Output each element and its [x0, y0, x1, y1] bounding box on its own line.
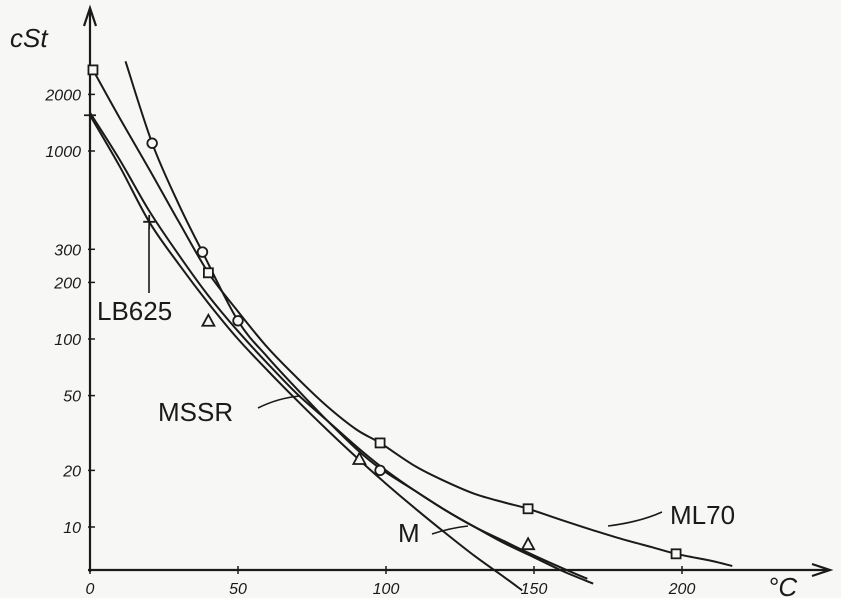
series-line-ml70	[92, 69, 733, 567]
x-tick-label-100: 100	[373, 581, 400, 598]
data-point-m-2	[232, 315, 244, 327]
data-point-ml70-4	[670, 548, 682, 560]
y-tick-label-1000: 1000	[45, 144, 81, 161]
data-point-ml70-2	[374, 437, 386, 449]
y-tick-label-20: 20	[62, 463, 81, 480]
x-tick-label-50: 50	[229, 581, 247, 598]
markers	[84, 64, 682, 560]
x-tick-label-150: 150	[521, 581, 548, 598]
series-line-lb625	[89, 114, 523, 592]
label-leaders	[148, 228, 663, 535]
data-point-ml70-1	[202, 267, 214, 279]
series-label-mssr: MSSR	[158, 397, 233, 427]
data-point-ml70-0	[87, 64, 99, 76]
ticks: 10 20 50 100 200 300 1000 2000 0 50 100 150 200	[44, 87, 695, 598]
series-label-m: M	[398, 518, 420, 548]
data-point-lb625-0	[84, 108, 96, 123]
leader-mssr	[257, 395, 301, 409]
x-tick-label-0: 0	[86, 581, 95, 598]
x-axis-arrow	[811, 562, 834, 578]
y-tick-label-200: 200	[53, 275, 81, 292]
y-tick-label-300: 300	[54, 242, 81, 259]
data-point-m-1	[196, 246, 209, 258]
y-axis-arrow	[82, 4, 98, 27]
data-point-m-3	[374, 464, 386, 477]
series-label-lb625: LB625	[97, 296, 172, 326]
series-line-mssr	[89, 112, 588, 580]
y-axis-label: cSt	[10, 23, 49, 53]
axes	[82, 4, 834, 578]
y-tick-label-10: 10	[63, 520, 81, 537]
series-label-ml70: ML70	[670, 500, 735, 530]
curves	[89, 60, 733, 592]
data-point-ml70-3	[522, 503, 534, 515]
y-tick-label-100: 100	[54, 332, 81, 349]
leader-m	[431, 525, 469, 535]
y-tick-label-50: 50	[63, 389, 81, 406]
x-axis-label: °C	[768, 572, 797, 598]
y-tick-label-2000: 2000	[44, 87, 81, 104]
data-point-lb625-1	[143, 214, 156, 229]
leader-ml70	[607, 511, 663, 527]
data-point-mssr-0	[200, 312, 216, 327]
x-tick-label-200: 200	[668, 581, 696, 598]
data-point-mssr-1	[351, 451, 367, 465]
data-point-mssr-2	[520, 536, 536, 551]
data-point-m-0	[146, 137, 158, 149]
series-line-m	[124, 60, 594, 585]
